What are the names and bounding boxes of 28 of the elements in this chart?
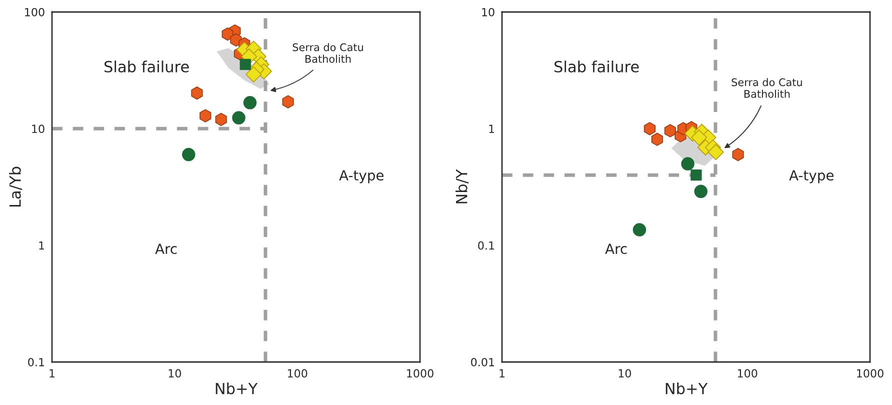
y-tick-label: 100 xyxy=(25,8,44,16)
x-tick-label: 1 xyxy=(500,369,505,378)
x-tick-label: 1000 xyxy=(857,369,884,378)
x-tick-label: 1000 xyxy=(407,369,434,378)
x-tick-label: 100 xyxy=(738,369,758,378)
x-tick-label: 10 xyxy=(168,369,181,378)
x-tick-label: 10 xyxy=(618,369,631,378)
y-axis-title: Nb/Y xyxy=(456,169,469,204)
annotation: Serra do Catu Batholith xyxy=(292,43,363,63)
y-tick-label: 0.1 xyxy=(478,241,494,250)
annotation: Arc xyxy=(155,244,177,254)
annotation: Slab failure xyxy=(554,60,639,72)
x-axis-title: Nb+Y xyxy=(666,382,708,394)
y-tick-label: 0.1 xyxy=(28,358,44,366)
y-axis-title: La/Yb xyxy=(9,166,22,207)
y-tick-label: 0.01 xyxy=(471,358,494,366)
x-tick-label: 100 xyxy=(288,369,308,378)
annotation: A-type xyxy=(789,170,834,184)
y-tick-label: 10 xyxy=(482,8,494,16)
annotation: Serra do Catu Batholith xyxy=(732,78,802,98)
x-axis-title: Nb+Y xyxy=(216,382,258,394)
y-tick-label: 1 xyxy=(489,124,494,133)
y-tick-label: 10 xyxy=(32,124,44,134)
x-tick-label: 1 xyxy=(50,369,55,378)
annotation: A-type xyxy=(339,170,384,184)
y-tick-label: 1 xyxy=(39,241,44,250)
annotation: Arc xyxy=(605,244,627,254)
annotation: Slab failure xyxy=(104,60,189,72)
